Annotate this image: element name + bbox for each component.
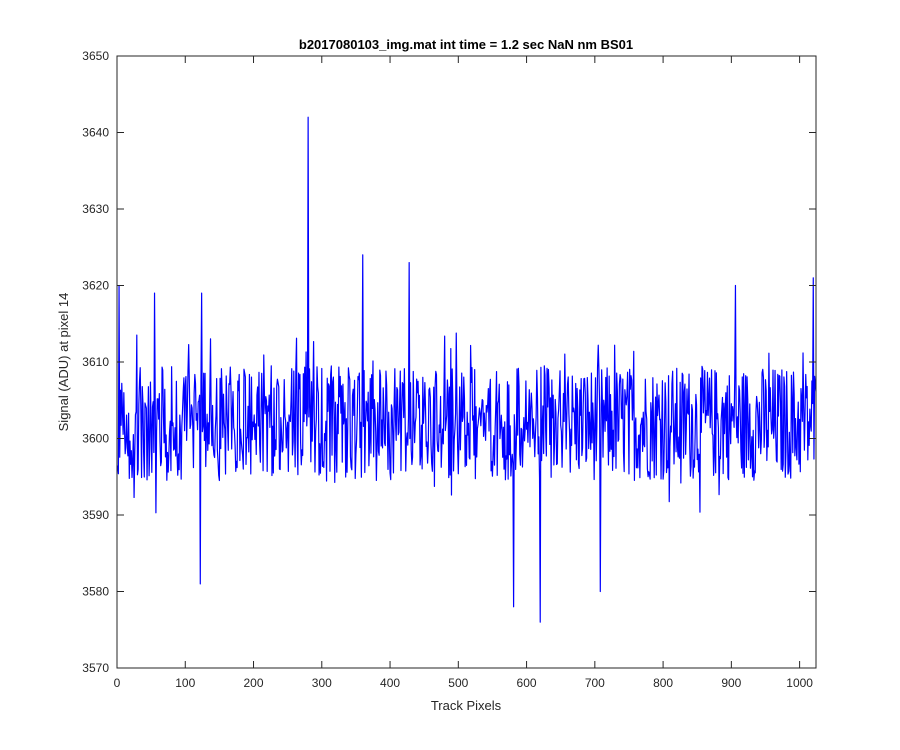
- x-tick-label: 100: [175, 676, 195, 690]
- y-tick-label: 3570: [82, 661, 109, 675]
- plot-area: [117, 56, 816, 668]
- x-tick-label: 1000: [786, 676, 813, 690]
- x-tick-label: 900: [721, 676, 741, 690]
- x-tick-label: 0: [114, 676, 121, 690]
- y-tick-label: 3620: [82, 279, 109, 293]
- x-tick-label: 500: [448, 676, 468, 690]
- y-tick-label: 3640: [82, 126, 109, 140]
- y-tick-label: 3580: [82, 585, 109, 599]
- y-tick-label: 3650: [82, 49, 109, 63]
- y-tick-label: 3590: [82, 508, 109, 522]
- x-tick-label: 400: [380, 676, 400, 690]
- y-tick-label: 3600: [82, 432, 109, 446]
- x-axis: 0 100 200 300 400 500 600 700 800 900 1000: [114, 56, 813, 690]
- y-axis-label: Signal (ADU) at pixel 14: [56, 293, 71, 432]
- y-tick-label: 3630: [82, 202, 109, 216]
- x-tick-label: 300: [312, 676, 332, 690]
- series-line: [117, 116, 817, 623]
- x-tick-label: 700: [585, 676, 605, 690]
- chart-title: b2017080103_img.mat int time = 1.2 sec N…: [299, 37, 633, 52]
- x-tick-label: 800: [653, 676, 673, 690]
- y-axis: 3570 3580 3590 3600 3610 3620 3630 3640 3650: [82, 49, 816, 675]
- x-tick-label: 200: [244, 676, 264, 690]
- y-tick-label: 3610: [82, 355, 109, 369]
- x-tick-label: 600: [517, 676, 537, 690]
- series-layer: [117, 116, 817, 623]
- x-axis-label: Track Pixels: [431, 698, 502, 713]
